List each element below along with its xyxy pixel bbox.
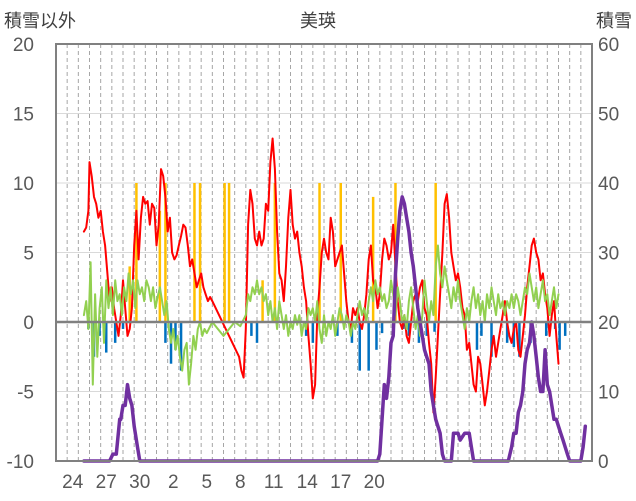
right-tick-label: 50: [598, 105, 619, 126]
plot-frame: [55, 43, 593, 462]
neg-bar: [433, 322, 436, 332]
x-tick-label: 17: [330, 472, 351, 493]
precip-bar: [198, 183, 202, 322]
neg-bar: [179, 322, 183, 371]
neg-bar: [475, 322, 479, 350]
neg-bar: [105, 322, 108, 353]
right-tick-label: 30: [598, 244, 619, 265]
neg-bar: [558, 322, 561, 350]
neg-bar: [121, 322, 125, 329]
neg-bar: [255, 322, 259, 343]
neg-bar: [174, 322, 177, 350]
x-tick-label: 30: [129, 472, 150, 493]
neg-bar: [380, 322, 384, 334]
right-tick-label: 10: [598, 383, 619, 404]
chart-title: 美瑛: [300, 11, 336, 32]
left-tick-label: -5: [17, 383, 34, 404]
precip-bar: [273, 183, 277, 322]
right-axis-title: 積雪: [596, 11, 632, 32]
left-tick-label: -10: [7, 452, 34, 473]
precip-bar: [339, 183, 342, 322]
neg-bar: [544, 322, 548, 336]
precip-bar: [135, 183, 138, 322]
precip-bar: [434, 183, 437, 322]
neg-bar: [367, 322, 370, 371]
precip-bar: [318, 183, 321, 322]
right-tick-label: 20: [598, 313, 619, 334]
precip-bar: [223, 183, 226, 322]
x-tick-label: 24: [62, 472, 84, 493]
left-tick-label: 15: [13, 105, 34, 126]
left-tick-label: 5: [23, 244, 34, 265]
neg-bar: [563, 322, 567, 336]
neg-bar: [425, 322, 428, 336]
precip-bar: [128, 266, 131, 322]
neg-bar: [518, 322, 521, 357]
neg-bar: [113, 322, 117, 343]
left-tick-label: 10: [13, 174, 34, 195]
right-tick-label: 60: [598, 35, 619, 56]
x-tick-label: 11: [264, 472, 284, 493]
neg-bar: [311, 322, 315, 343]
x-tick-label: 8: [235, 472, 246, 493]
x-tick-label: 20: [364, 472, 385, 493]
neg-bar: [505, 322, 509, 343]
precip-bar: [164, 183, 167, 322]
neg-bar: [250, 322, 253, 336]
neg-bar: [480, 322, 483, 336]
green-line-line: [82, 244, 560, 386]
left-axis-title: 積雪以外: [4, 11, 76, 32]
x-tick-label: 5: [201, 472, 212, 493]
neg-bar: [336, 322, 339, 336]
precip-bar: [261, 280, 264, 322]
left-tick-label: 20: [13, 35, 34, 56]
neg-bar: [375, 322, 378, 350]
neg-bar: [490, 322, 493, 357]
precip-bar: [227, 183, 231, 322]
neg-bar: [358, 322, 361, 371]
precip-bar: [371, 196, 375, 322]
x-tick-label: 2: [168, 472, 179, 493]
x-tick-label: 14: [297, 472, 319, 493]
red-line-line: [82, 137, 560, 414]
precip-bar: [158, 210, 162, 322]
neg-bar: [407, 322, 411, 336]
axes: [55, 43, 593, 462]
left-tick-label: 0: [23, 313, 34, 334]
right-tick-label: 0: [598, 452, 609, 473]
x-tick-label: 27: [96, 472, 117, 493]
precip-bar: [193, 183, 196, 322]
right-tick-label: 40: [598, 174, 619, 195]
neg-bar: [164, 322, 167, 343]
